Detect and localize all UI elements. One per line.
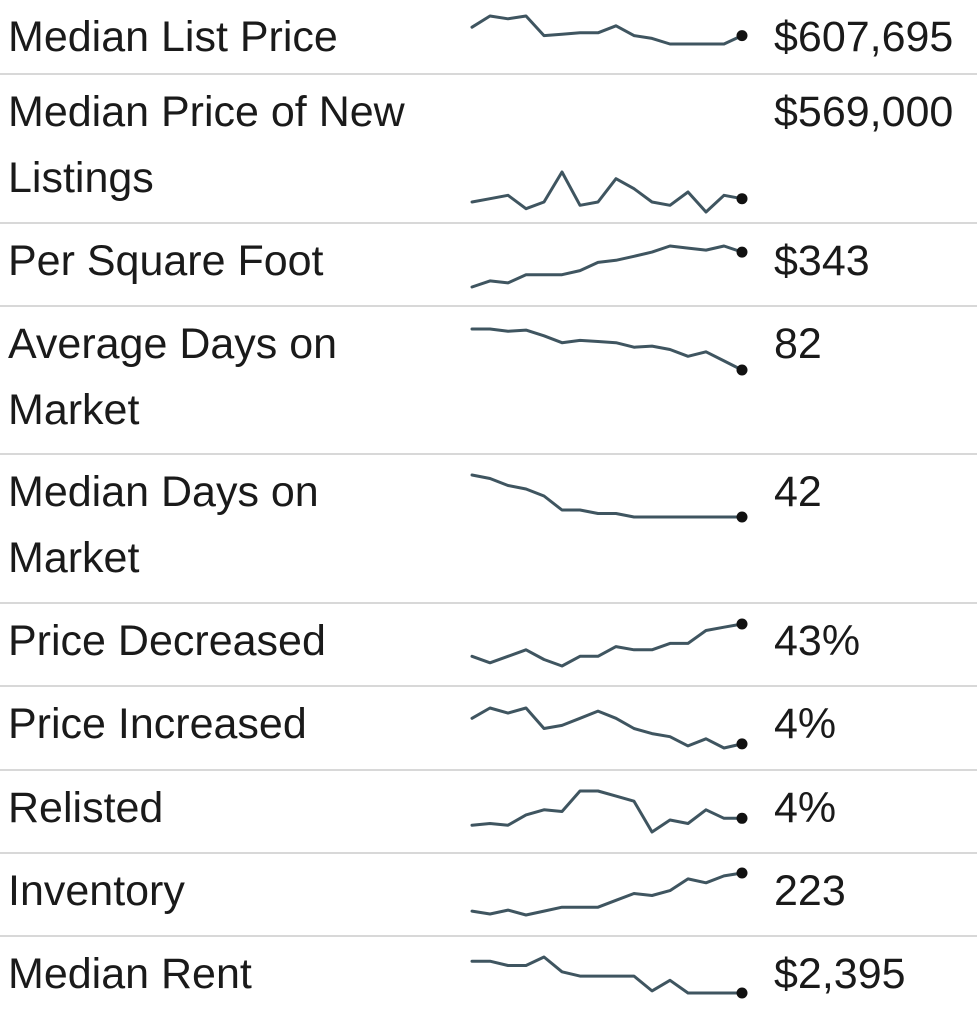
trend-sparkline — [470, 244, 748, 289]
metric-label: Median Days on Market — [8, 468, 319, 582]
sparkline-line — [470, 14, 744, 46]
metric-row: Per Square Foot $343 — [0, 224, 977, 307]
trend-sparkline — [470, 955, 748, 999]
metric-row: Median Days on Market 42 — [0, 455, 977, 604]
metric-row: Median List Price $607,695 — [0, 0, 977, 75]
trend-sparkline — [470, 618, 748, 668]
metric-value: $2,395 — [774, 950, 906, 998]
trend-sparkline — [470, 14, 748, 46]
sparkline-line — [470, 706, 744, 750]
sparkline-line — [470, 327, 744, 372]
metric-label: Average Days on Market — [8, 320, 338, 434]
trend-sparkline — [470, 789, 748, 834]
trend-sparkline — [470, 170, 748, 214]
sparkline-end-dot — [736, 193, 748, 205]
sparkline-line — [470, 955, 744, 995]
metric-value: 223 — [774, 867, 846, 915]
metric-value: 82 — [774, 320, 822, 368]
trend-sparkline — [470, 473, 748, 523]
trend-sparkline — [470, 327, 748, 376]
metric-label: Inventory — [8, 867, 185, 915]
metric-value: 4% — [774, 784, 837, 832]
metric-row: Average Days on Market 82 — [0, 307, 977, 455]
metric-label: Median Price of New Listings — [8, 88, 405, 202]
metric-row: Median Rent $2,395 — [0, 937, 977, 1014]
metric-label: Price Increased — [8, 700, 307, 748]
sparkline-line — [470, 622, 744, 668]
sparkline-end-dot — [736, 511, 748, 523]
metric-label: Per Square Foot — [8, 237, 324, 285]
trend-sparkline — [470, 867, 748, 917]
metric-label: Median Rent — [8, 950, 252, 998]
sparkline-end-dot — [736, 618, 748, 630]
metric-label: Median List Price — [8, 13, 338, 61]
metric-label: Price Decreased — [8, 617, 326, 665]
metric-value: 4% — [774, 700, 837, 748]
metric-row: Price Decreased 43% — [0, 604, 977, 687]
metric-row: Relisted 4% — [0, 771, 977, 854]
sparkline-end-dot — [736, 987, 748, 999]
sparkline-end-dot — [736, 246, 748, 258]
metric-row: Median Price of New Listings $569,000 — [0, 75, 977, 224]
metric-label: Relisted — [8, 784, 164, 832]
metric-row: Inventory 223 — [0, 854, 977, 937]
sparkline-line — [470, 789, 744, 834]
sparkline-end-dot — [736, 867, 748, 879]
trend-sparkline — [470, 706, 748, 750]
sparkline-end-dot — [736, 364, 748, 376]
sparkline-end-dot — [736, 30, 748, 42]
sparkline-line — [470, 473, 744, 519]
metric-row: Price Increased 4% — [0, 687, 977, 771]
sparkline-line — [470, 170, 744, 214]
sparkline-line — [470, 244, 744, 289]
metric-value: $607,695 — [774, 13, 954, 61]
metric-value: $343 — [774, 237, 870, 285]
sparkline-end-dot — [736, 738, 748, 750]
sparkline-end-dot — [736, 812, 748, 824]
metric-value: 42 — [774, 468, 822, 516]
metric-value: 43% — [774, 617, 861, 665]
sparkline-line — [470, 871, 744, 917]
metric-value: $569,000 — [774, 88, 954, 136]
